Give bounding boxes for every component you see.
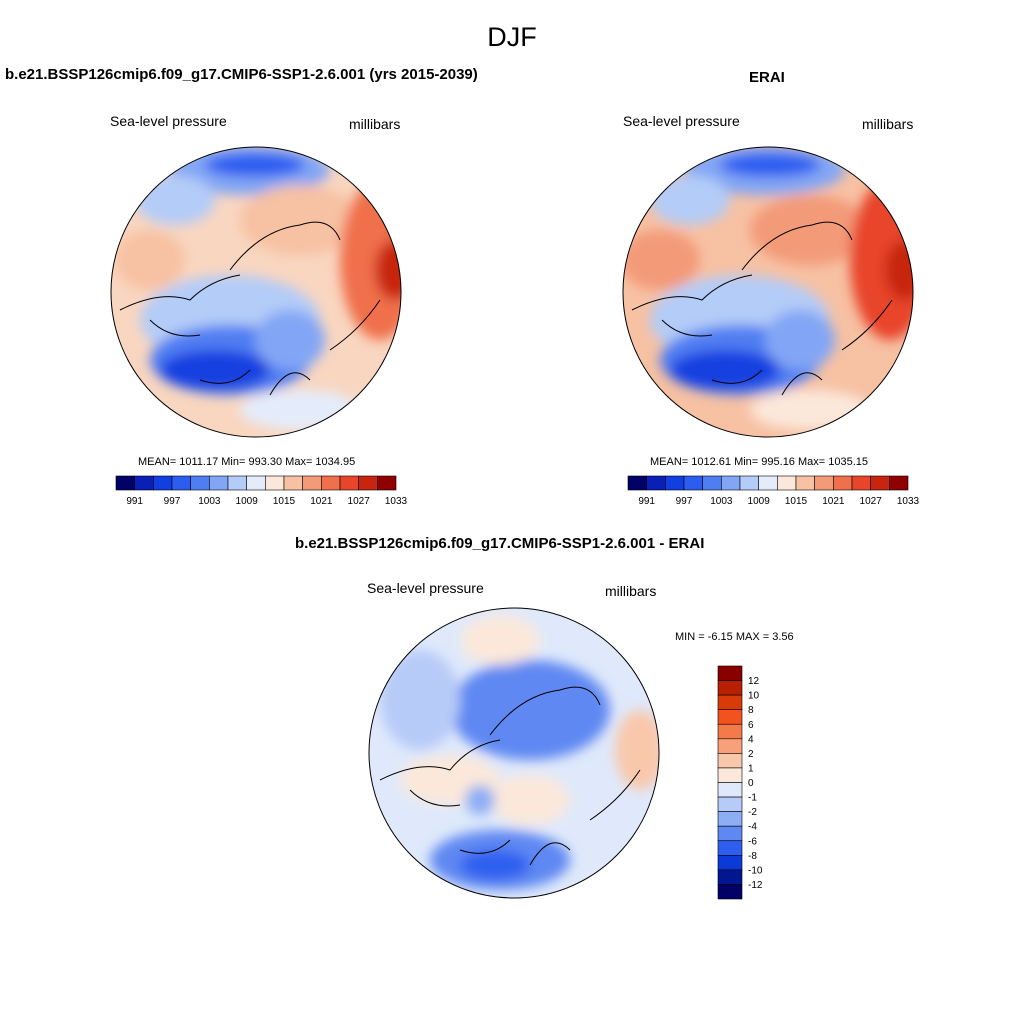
panel1-colorbar-tick-label: 1009 (236, 496, 259, 507)
panel1-colorbar-swatch (227, 475, 247, 491)
panel1-colorbar-tick-label: 1027 (348, 496, 371, 507)
panel3-colorbar-swatch (717, 738, 743, 754)
panel2-colorbar-swatch (814, 475, 834, 491)
panel3-colorbar-swatch (717, 767, 743, 783)
panel1-colorbar-swatch (377, 475, 397, 491)
panel1-colorbar-tick-label: 1015 (273, 496, 296, 507)
panel2-colorbar-swatch (889, 475, 909, 491)
panel1-stats: MEAN= 1011.17 Min= 993.30 Max= 1034.95 (138, 456, 356, 468)
panel2-colorbar-swatch (739, 475, 759, 491)
panel2-colorbar-swatch (851, 475, 871, 491)
panel3-colorbar-swatch (717, 680, 743, 696)
panel1-colorbar: 991 997 1003 1009 1015 1021 1027 1033 (115, 475, 408, 507)
panel1-units-label: millibars (349, 116, 401, 132)
panel3-colorbar-swatch (717, 782, 743, 798)
panel3-colorbar-swatch (717, 665, 743, 681)
panel1-colorbar-tick-label: 991 (126, 496, 143, 507)
panel3-map (368, 607, 660, 899)
panel3-colorbar-tick-label: -12 (748, 880, 763, 891)
panel1-colorbar-swatch (358, 475, 378, 491)
panel3-colorbar-tick-label: 8 (748, 705, 754, 716)
panel1-colorbar-swatch (246, 475, 266, 491)
panel1-colorbar-tick-label: 1033 (385, 496, 408, 507)
panel1-map (110, 146, 402, 438)
panel2-colorbar-swatch (870, 475, 890, 491)
panel1-colorbar-swatch (265, 475, 285, 491)
panel3-colorbar-tick-label: -10 (748, 865, 763, 876)
panel2-colorbar-tick-label: 1015 (785, 496, 808, 507)
panel3-stats: MIN = -6.15 MAX = 3.56 (675, 631, 794, 643)
panel3-colorbar-swatch (717, 884, 743, 900)
panel1-colorbar-swatch (283, 475, 303, 491)
panel3-units-label: millibars (605, 583, 657, 599)
panel2-colorbar-swatch (777, 475, 797, 491)
panel3-colorbar-swatch (717, 796, 743, 812)
panel3-colorbar-swatch (717, 709, 743, 725)
panel3-colorbar-swatch (717, 694, 743, 710)
panel2-colorbar-swatch (702, 475, 722, 491)
panel3-variable-label: Sea-level pressure (367, 580, 484, 596)
panel2-colorbar-swatch (627, 475, 647, 491)
panel3-colorbar-tick-label: -4 (748, 822, 757, 833)
panel3-colorbar-tick-label: 10 (748, 691, 760, 702)
panel2-colorbar-swatch (646, 475, 666, 491)
panel1-colorbar-swatch (190, 475, 210, 491)
panel3-colorbar-swatch (717, 811, 743, 827)
panel3-colorbar-swatch (717, 869, 743, 885)
panel3-title: b.e21.BSSP126cmip6.f09_g17.CMIP6-SSP1-2.… (295, 535, 705, 552)
panel2-variable-label: Sea-level pressure (623, 113, 740, 129)
panel2-colorbar-tick-label: 991 (638, 496, 655, 507)
panel2-colorbar-swatch (665, 475, 685, 491)
panel2-colorbar-tick-label: 1027 (860, 496, 883, 507)
panel1-colorbar-swatch (339, 475, 359, 491)
panel2-colorbar-tick-label: 1021 (822, 496, 845, 507)
panel1-colorbar-swatch (153, 475, 173, 491)
panel1-colorbar-tick-label: 1003 (198, 496, 221, 507)
panel3-colorbar-tick-label: -2 (748, 807, 757, 818)
panel1-colorbar-tick-label: 997 (164, 496, 181, 507)
panel2-map (622, 146, 914, 438)
panel2-colorbar-swatch (758, 475, 778, 491)
panel1-colorbar-swatch (321, 475, 341, 491)
panel2-units-label: millibars (862, 116, 914, 132)
panel3-colorbar-tick-label: -6 (748, 836, 757, 847)
panel2-colorbar-tick-label: 997 (676, 496, 693, 507)
figure-title: DJF (487, 22, 537, 52)
panel3-colorbar-tick-label: 4 (748, 734, 754, 745)
panel2-stats: MEAN= 1012.61 Min= 995.16 Max= 1035.15 (650, 456, 869, 468)
panel3-colorbar-tick-label: 2 (748, 749, 754, 760)
panel2-colorbar-tick-label: 1033 (897, 496, 920, 507)
panel1-colorbar-swatch (302, 475, 322, 491)
panel1-variable-label: Sea-level pressure (110, 113, 227, 129)
panel2-colorbar-swatch (833, 475, 853, 491)
panel2-title: ERAI (749, 69, 785, 86)
panel1-colorbar-swatch (115, 475, 135, 491)
panel3-colorbar-swatch (717, 855, 743, 871)
panel3-colorbar-tick-label: -1 (748, 793, 757, 804)
panel3-colorbar-swatch (717, 840, 743, 856)
panel1-colorbar-tick-label: 1021 (310, 496, 333, 507)
panel3-colorbar-tick-label: -8 (748, 851, 757, 862)
panel1-title: b.e21.BSSP126cmip6.f09_g17.CMIP6-SSP1-2.… (5, 66, 478, 83)
panel3-colorbar-tick-label: 0 (748, 778, 754, 789)
panel3-colorbar-swatch (717, 825, 743, 842)
panel2-colorbar-swatch (721, 475, 741, 491)
panel3-colorbar-tick-label: 6 (748, 720, 754, 731)
panel3-colorbar-swatch (717, 753, 743, 769)
panel2-colorbar-tick-label: 1009 (748, 496, 771, 507)
panel1-colorbar-swatch (209, 475, 229, 491)
panel1-colorbar-swatch (171, 475, 191, 491)
panel1-colorbar-swatch (134, 475, 154, 491)
panel2-colorbar-swatch (795, 475, 815, 491)
panel2-colorbar: 991 997 1003 1009 1015 1021 1027 1033 (627, 475, 920, 507)
panel3-colorbar-tick-label: 12 (748, 676, 760, 687)
panel2-colorbar-swatch (683, 475, 703, 491)
panel2-colorbar-tick-label: 1003 (710, 496, 733, 507)
panel3-colorbar-swatch (717, 723, 743, 740)
panel3-colorbar-tick-label: 1 (748, 763, 754, 774)
